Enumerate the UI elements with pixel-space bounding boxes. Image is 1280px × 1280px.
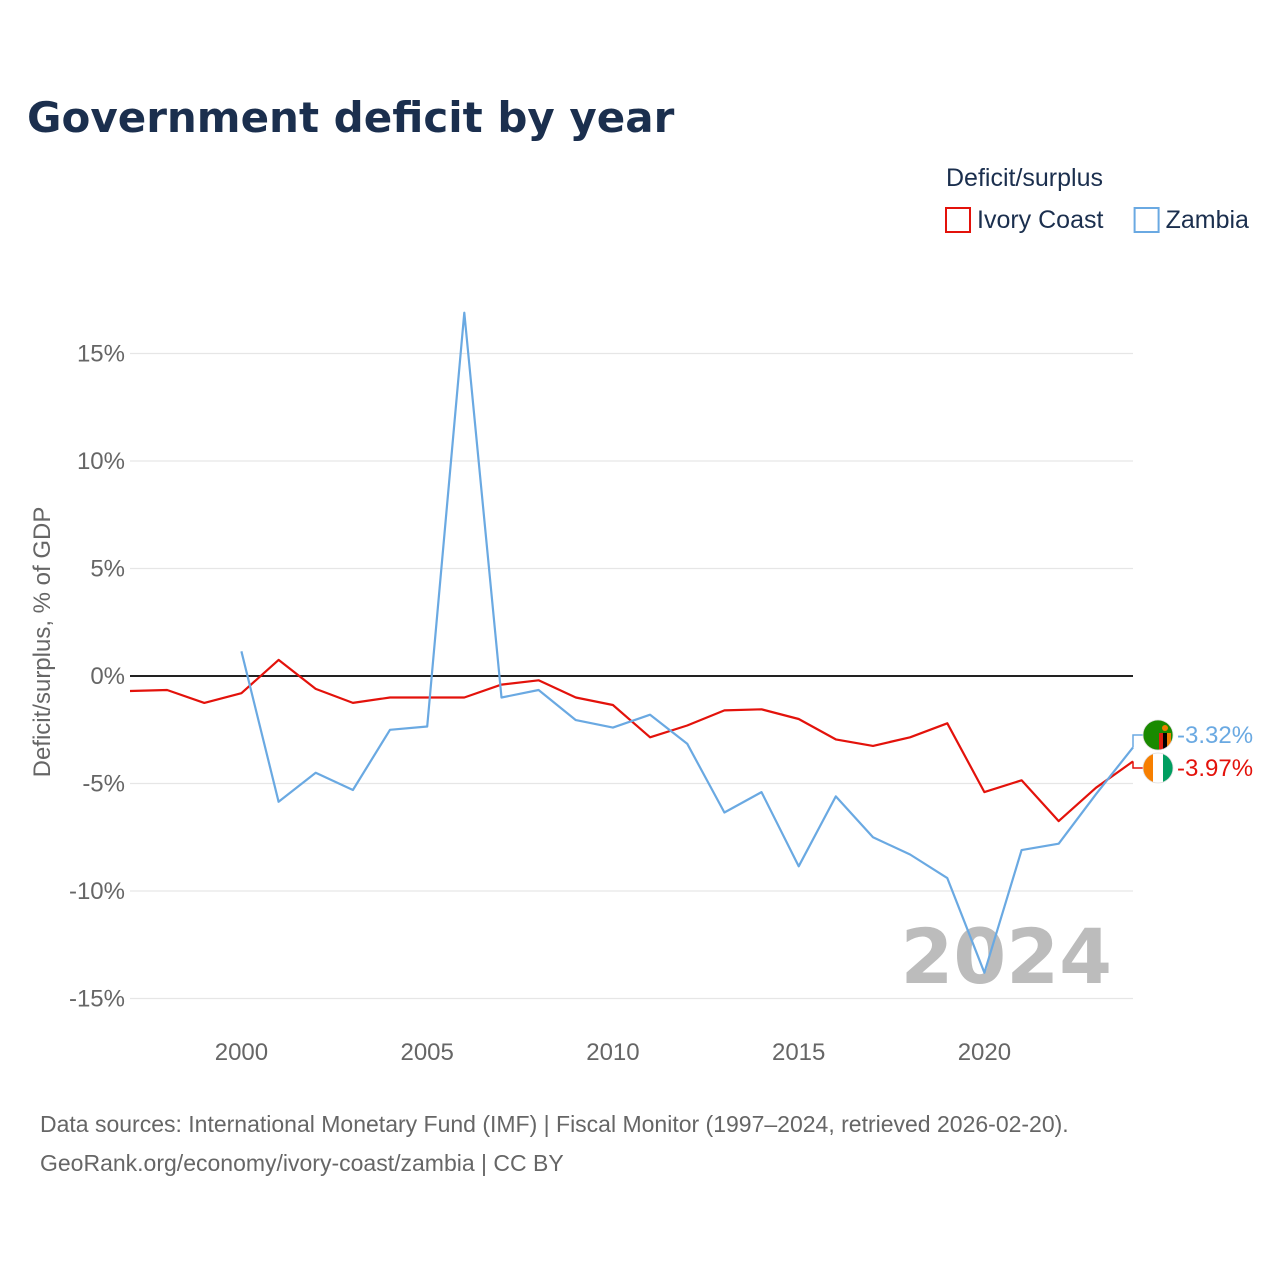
footer-link: GeoRank.org/economy/ivory-coast/zambia |… bbox=[40, 1150, 564, 1176]
end-label-leader bbox=[1132, 761, 1145, 769]
legend-label: Zambia bbox=[1166, 206, 1249, 234]
y-tick-label: -15% bbox=[69, 986, 125, 1013]
x-tick-label: 2010 bbox=[586, 1039, 639, 1066]
legend: Ivory Coast Zambia bbox=[945, 206, 1249, 234]
end-label-value: -3.32% bbox=[1177, 722, 1253, 749]
x-tick-label: 2015 bbox=[772, 1039, 825, 1066]
x-tick-label: 2005 bbox=[400, 1039, 453, 1066]
y-tick-label: 0% bbox=[90, 663, 125, 690]
legend-label: Ivory Coast bbox=[977, 206, 1103, 234]
gridlines bbox=[130, 352, 1133, 1000]
end-labels: -3.97% -3.32% bbox=[1132, 719, 1253, 784]
series-lines bbox=[129, 311, 1134, 974]
legend-swatch-ivory-coast bbox=[945, 207, 971, 233]
x-tick-label: 2020 bbox=[958, 1039, 1011, 1066]
end-label-leader bbox=[1132, 734, 1145, 748]
chart-title: Government deficit by year bbox=[27, 93, 675, 142]
zambia-flag-icon bbox=[1142, 719, 1174, 751]
x-axis-ticks: 2000 2005 2010 2015 2020 bbox=[215, 1039, 1011, 1066]
end-label-value: -3.97% bbox=[1177, 755, 1253, 782]
y-axis-label: Deficit/surplus, % of GDP bbox=[29, 507, 56, 778]
y-axis-ticks: 15% 10% 5% 0% -5% -10% -15% bbox=[69, 341, 125, 1013]
y-tick-label: 5% bbox=[90, 556, 125, 583]
series-line-zambia bbox=[240, 311, 1134, 974]
legend-title: Deficit/surplus bbox=[946, 164, 1103, 192]
y-tick-label: 15% bbox=[77, 341, 125, 368]
ivory-coast-flag-icon bbox=[1142, 752, 1174, 784]
y-tick-label: 10% bbox=[77, 448, 125, 475]
footer-source: Data sources: International Monetary Fun… bbox=[40, 1111, 1069, 1137]
series-line-ivory-coast bbox=[129, 658, 1134, 823]
y-tick-label: -10% bbox=[69, 878, 125, 905]
x-tick-label: 2000 bbox=[215, 1039, 268, 1066]
legend-swatch-zambia bbox=[1133, 207, 1160, 233]
year-watermark: 2024 bbox=[900, 912, 1112, 1001]
y-tick-label: -5% bbox=[82, 771, 125, 798]
